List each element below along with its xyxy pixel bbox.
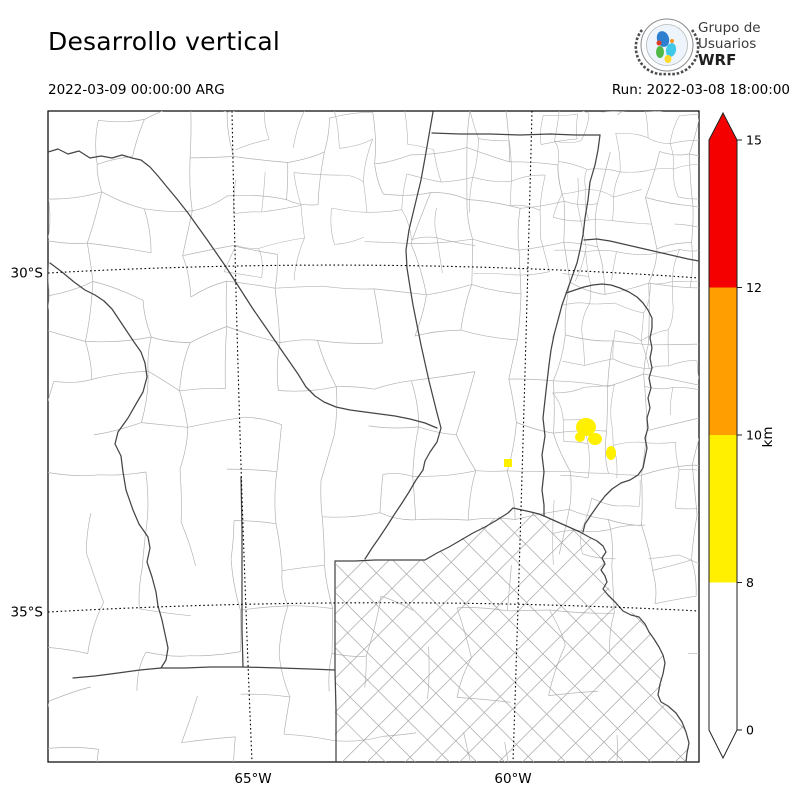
colorbar-under-arrow (709, 730, 737, 758)
department-boundary (514, 789, 560, 795)
department-boundary (750, 295, 755, 333)
department-boundary (44, 472, 45, 526)
colorbar-tick-8: 8 (746, 575, 754, 590)
department-boundary (438, 107, 469, 109)
department-boundary (705, 164, 708, 198)
department-boundary (42, 526, 43, 569)
colorbar-tick-0: 0 (746, 723, 754, 738)
convective-patch (606, 446, 616, 460)
colorbar-segment-8-10 (709, 435, 737, 583)
map-figure: 30°S 35°S 65°W 60°W 15 12 10 8 0 km (0, 0, 800, 800)
wrf-plot-page: { "header": { "title": "Desarrollo verti… (0, 0, 800, 800)
department-boundary (471, 105, 506, 107)
colorbar-over-arrow (709, 113, 737, 140)
department-boundary (699, 508, 708, 528)
colorbar-segment-12-15 (709, 140, 737, 288)
convective-patch (504, 459, 512, 467)
department-boundary (689, 495, 800, 775)
department-boundary (745, 511, 748, 565)
department-boundary (376, 781, 412, 796)
department-boundary (411, 782, 475, 796)
department-boundary (741, 387, 742, 431)
department-boundary (736, 473, 747, 511)
department-boundary (741, 332, 750, 387)
colorbar-unit-label: km (760, 427, 776, 448)
colorbar-ticks (737, 140, 742, 730)
ytick-35s: 35°S (11, 605, 44, 621)
department-boundary (689, 495, 800, 775)
wrf-users-group-logo: Grupo de Usuarios WRF (636, 19, 761, 74)
logo-text-line3: WRF (698, 51, 736, 69)
colorbar-tick-12: 12 (746, 280, 762, 295)
xtick-65w: 65°W (234, 771, 271, 787)
ytick-30s: 30°S (11, 266, 44, 282)
colorbar: 15 12 10 8 0 km (709, 113, 776, 758)
colorbar-tick-15: 15 (746, 133, 762, 148)
logo-text-line2: Usuarios (698, 36, 756, 52)
department-boundary (615, 777, 658, 784)
department-boundary (700, 528, 709, 564)
logo-text-line1: Grupo de (698, 20, 761, 36)
xtick-60w: 60°W (494, 771, 531, 787)
convective-patch (588, 433, 602, 445)
colorbar-segment-10-12 (709, 288, 737, 436)
department-boundary (742, 208, 753, 252)
colorbar-segment-0-8 (709, 583, 737, 731)
department-boundary (700, 198, 707, 228)
convective-patch (575, 432, 585, 442)
